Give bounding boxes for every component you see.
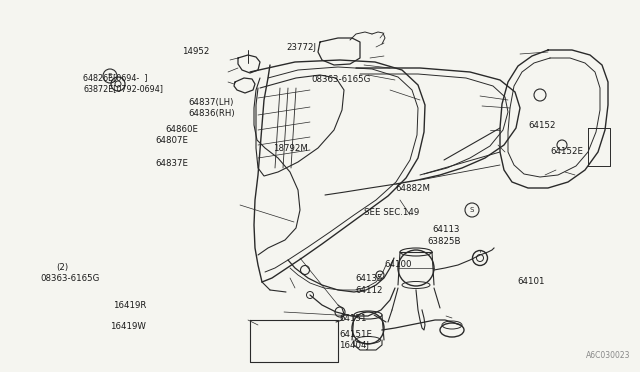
Text: S: S [470, 207, 474, 213]
Text: 63825B: 63825B [428, 237, 461, 246]
Text: 64100: 64100 [384, 260, 412, 269]
Text: 64151: 64151 [339, 314, 367, 323]
Text: 08363-6165G: 08363-6165G [311, 76, 371, 84]
Text: 64860E: 64860E [165, 125, 198, 134]
Text: 64135: 64135 [355, 274, 383, 283]
Text: 64826E[0694-  ]: 64826E[0694- ] [83, 74, 148, 83]
Text: A6C030023: A6C030023 [586, 351, 630, 360]
Text: 64837(LH): 64837(LH) [189, 98, 234, 107]
Text: 18792M: 18792M [273, 144, 307, 153]
Text: 64807E: 64807E [155, 136, 188, 145]
Text: SEE SEC.149: SEE SEC.149 [364, 208, 419, 217]
Text: 16419R: 16419R [113, 301, 146, 310]
Text: 64101: 64101 [517, 278, 545, 286]
Text: 23772J: 23772J [287, 43, 317, 52]
Text: S: S [108, 73, 112, 79]
Text: 64836(RH): 64836(RH) [189, 109, 236, 118]
Text: 64837E: 64837E [155, 159, 188, 168]
Text: 08363-6165G: 08363-6165G [40, 274, 100, 283]
Text: 64113: 64113 [433, 225, 460, 234]
Text: 64152: 64152 [529, 121, 556, 130]
Text: 64152E: 64152E [550, 147, 584, 156]
Text: 64151E: 64151E [339, 330, 372, 339]
Text: 63872E[0792-0694]: 63872E[0792-0694] [83, 84, 163, 93]
Text: 64882M: 64882M [396, 185, 431, 193]
Text: 16404J: 16404J [339, 341, 369, 350]
Text: 16419W: 16419W [110, 322, 146, 331]
Text: 64112: 64112 [355, 286, 383, 295]
Text: 14952: 14952 [182, 47, 210, 56]
Text: (2): (2) [56, 263, 68, 272]
